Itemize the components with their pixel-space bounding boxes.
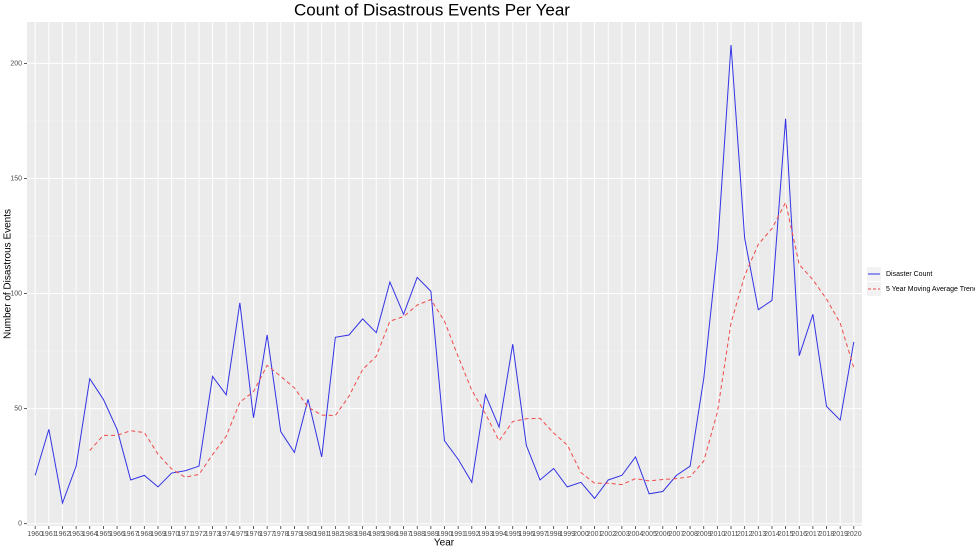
x-tick-label: 1972: [191, 531, 207, 538]
x-tick-label: 2010: [710, 531, 726, 538]
x-tick-label: 1998: [546, 531, 562, 538]
x-tick-label: 1999: [560, 531, 576, 538]
x-tick-label: 1984: [355, 531, 371, 538]
x-tick-label: 1997: [532, 531, 548, 538]
x-tick-label: 1961: [41, 531, 57, 538]
x-tick-label: 1973: [205, 531, 221, 538]
x-tick-label: 1993: [478, 531, 494, 538]
x-tick-label: 1962: [55, 531, 71, 538]
x-tick-label: 1995: [505, 531, 521, 538]
x-tick-label: 2019: [832, 531, 848, 538]
x-tick-label: 1990: [437, 531, 453, 538]
x-tick-label: 2015: [778, 531, 794, 538]
x-tick-label: 2020: [846, 531, 862, 538]
x-tick-label: 1975: [232, 531, 248, 538]
x-tick-label: 1981: [314, 531, 330, 538]
x-tick-label: 2000: [573, 531, 589, 538]
x-tick-label: 1989: [423, 531, 439, 538]
x-tick-label: 1991: [450, 531, 466, 538]
x-tick-label: 1976: [246, 531, 262, 538]
x-tick-label: 1980: [300, 531, 316, 538]
x-tick-label: 1964: [82, 531, 98, 538]
y-axis-title: Number of Disastrous Events: [3, 209, 14, 339]
x-tick-label: 1970: [164, 531, 180, 538]
x-tick-label: 2007: [669, 531, 685, 538]
x-tick-label: 1979: [287, 531, 303, 538]
x-tick-label: 1965: [96, 531, 112, 538]
y-tick-label: 150: [10, 175, 22, 182]
x-tick-label: 2001: [587, 531, 603, 538]
x-tick-label: 1986: [382, 531, 398, 538]
x-tick-label: 2008: [682, 531, 698, 538]
x-tick-label: 2017: [805, 531, 821, 538]
y-tick-label: 100: [10, 290, 22, 297]
data-line: [89, 200, 855, 486]
x-tick-label: 1971: [177, 531, 193, 538]
x-tick-label: 2014: [764, 531, 780, 538]
x-tick-label: 1968: [137, 531, 153, 538]
x-tick-label: 1966: [109, 531, 125, 538]
x-tick-label: 1985: [368, 531, 384, 538]
x-tick-label: 2018: [819, 531, 835, 538]
x-tick-label: 1983: [341, 531, 357, 538]
x-tick-label: 1978: [273, 531, 289, 538]
x-tick-label: 2003: [614, 531, 630, 538]
y-tick-label: 50: [14, 405, 22, 412]
x-tick-label: 1988: [409, 531, 425, 538]
x-tick-label: 2012: [737, 531, 753, 538]
x-tick-label: 1982: [328, 531, 344, 538]
x-tick-label: 1977: [259, 531, 275, 538]
x-tick-label: 1969: [150, 531, 166, 538]
data-line: [34, 44, 855, 505]
x-tick-label: 1987: [396, 531, 412, 538]
y-tick-label: 0: [18, 521, 22, 528]
x-tick-label: 1992: [464, 531, 480, 538]
x-tick-label: 2009: [696, 531, 712, 538]
legend-label: 5 Year Moving Average Trend: [886, 286, 975, 293]
x-tick-label: 1994: [491, 531, 507, 538]
x-tick-label: 1963: [68, 531, 84, 538]
x-axis-title: Year: [434, 538, 455, 549]
chart-title: Count of Disastrous Events Per Year: [294, 0, 570, 19]
x-tick-label: 2002: [600, 531, 616, 538]
x-tick-label: 1996: [519, 531, 535, 538]
x-tick-label: 2005: [641, 531, 657, 538]
x-tick-label: 2004: [628, 531, 644, 538]
legend-label: Disaster Count: [886, 271, 932, 278]
x-tick-label: 1974: [218, 531, 234, 538]
y-tick-label: 200: [10, 60, 22, 67]
x-tick-label: 1967: [123, 531, 139, 538]
x-tick-label: 2006: [655, 531, 671, 538]
x-tick-label: 2011: [723, 531, 738, 538]
x-tick-label: 2016: [791, 531, 807, 538]
x-tick-label: 2013: [751, 531, 767, 538]
x-tick-label: 1960: [27, 531, 43, 538]
